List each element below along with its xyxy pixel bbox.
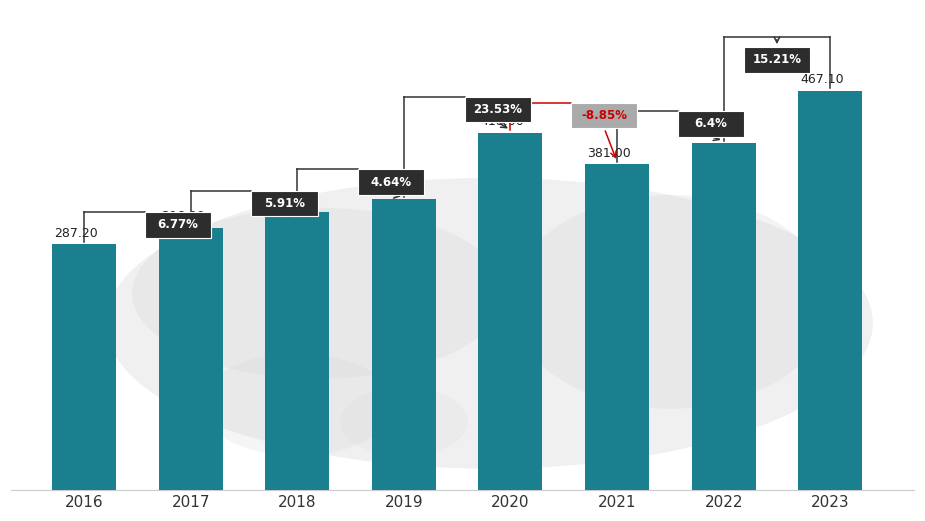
- Text: 418.00: 418.00: [481, 115, 524, 128]
- Text: 467.10: 467.10: [800, 73, 844, 86]
- Bar: [478, 132, 542, 490]
- Ellipse shape: [202, 353, 393, 456]
- FancyBboxPatch shape: [572, 103, 637, 128]
- Text: 287.20: 287.20: [55, 227, 98, 240]
- Text: 405.40: 405.40: [694, 126, 737, 139]
- Ellipse shape: [132, 208, 505, 379]
- Text: 23.53%: 23.53%: [474, 103, 523, 116]
- Text: 381.00: 381.00: [587, 147, 631, 160]
- Bar: [265, 212, 329, 490]
- Bar: [159, 228, 223, 490]
- Bar: [586, 164, 649, 490]
- Text: 340.00: 340.00: [374, 182, 418, 195]
- Bar: [692, 143, 756, 490]
- Ellipse shape: [105, 178, 873, 469]
- Text: 15.21%: 15.21%: [752, 53, 801, 66]
- Text: 5.91%: 5.91%: [264, 197, 305, 210]
- FancyBboxPatch shape: [145, 212, 211, 238]
- Ellipse shape: [511, 195, 831, 409]
- FancyBboxPatch shape: [464, 96, 531, 122]
- Bar: [52, 244, 117, 490]
- Text: -8.85%: -8.85%: [581, 109, 627, 122]
- Text: 6.4%: 6.4%: [695, 118, 727, 130]
- FancyBboxPatch shape: [678, 111, 744, 137]
- Ellipse shape: [339, 388, 468, 456]
- FancyBboxPatch shape: [744, 47, 810, 73]
- Bar: [798, 91, 862, 490]
- Text: 324.90: 324.90: [267, 195, 311, 208]
- Text: 6.77%: 6.77%: [157, 218, 198, 231]
- FancyBboxPatch shape: [358, 169, 425, 195]
- Bar: [372, 199, 436, 490]
- FancyBboxPatch shape: [252, 191, 317, 216]
- Text: 4.64%: 4.64%: [371, 176, 412, 189]
- Text: 306.80: 306.80: [161, 210, 204, 224]
